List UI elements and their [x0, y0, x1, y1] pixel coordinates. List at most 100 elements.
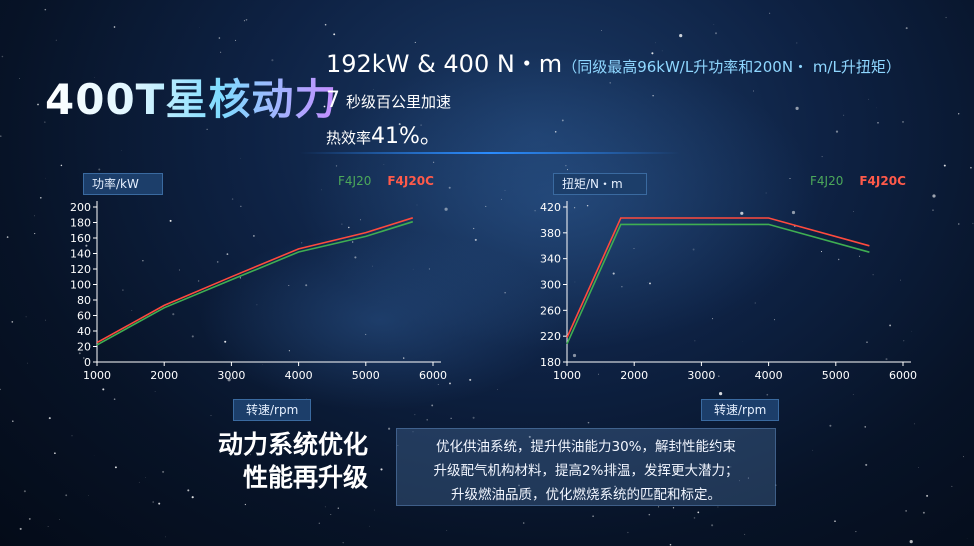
star	[12, 420, 14, 422]
y-tick-label: 140	[70, 248, 91, 261]
star	[900, 279, 901, 281]
star	[903, 340, 905, 342]
star	[889, 324, 892, 327]
star	[444, 207, 448, 211]
star	[25, 316, 27, 318]
star	[963, 456, 964, 458]
star	[905, 27, 908, 30]
star	[693, 517, 696, 519]
star	[330, 514, 332, 515]
star	[359, 219, 361, 221]
y-tick-label: 160	[70, 232, 91, 245]
star	[341, 223, 343, 225]
description-line-2: 升级配气机构材料，提高2%排温，发挥更大潜力；	[433, 463, 739, 479]
star	[55, 39, 57, 41]
star	[504, 189, 506, 191]
star	[868, 98, 870, 100]
star	[318, 522, 320, 524]
star	[864, 426, 866, 428]
star	[437, 384, 439, 385]
star	[609, 82, 611, 84]
star	[859, 255, 861, 257]
star	[321, 189, 323, 191]
star	[71, 435, 73, 437]
star	[586, 204, 589, 207]
star	[567, 169, 568, 171]
star	[197, 280, 200, 282]
star	[145, 477, 146, 478]
star	[324, 23, 327, 26]
star	[561, 119, 564, 122]
star	[28, 517, 31, 520]
series-line-f4j20	[96, 220, 414, 346]
star	[433, 161, 435, 163]
star	[769, 12, 771, 14]
star	[679, 34, 683, 38]
star	[369, 525, 370, 527]
star	[754, 302, 756, 304]
star	[44, 8, 47, 11]
star	[426, 419, 428, 421]
star	[614, 485, 616, 488]
x-tick-label: 3000	[217, 369, 245, 382]
star	[245, 18, 248, 21]
y-tick-label: 180	[540, 356, 561, 369]
star	[113, 398, 116, 401]
star	[152, 501, 155, 503]
star	[398, 123, 401, 126]
star	[227, 378, 231, 382]
star	[472, 416, 475, 419]
star	[855, 531, 857, 533]
star	[572, 439, 574, 441]
star	[243, 20, 245, 22]
page-title: 400T星核动力	[45, 66, 337, 127]
star	[872, 274, 874, 276]
star	[554, 131, 557, 133]
star	[834, 520, 836, 522]
y-tick-label: 20	[77, 341, 91, 354]
star	[122, 289, 124, 291]
star	[909, 540, 913, 544]
star	[649, 282, 651, 285]
series-line-f4j20c	[96, 217, 414, 344]
star	[224, 340, 227, 343]
star	[518, 484, 520, 487]
legend-f4j20: F4J20	[338, 174, 372, 188]
star	[165, 536, 166, 538]
star	[972, 222, 974, 225]
star	[6, 236, 9, 238]
star	[113, 26, 116, 28]
efficiency-value: 41%。	[371, 124, 442, 149]
star	[853, 211, 854, 212]
star	[102, 379, 104, 380]
star	[78, 352, 81, 355]
star	[466, 466, 470, 470]
star	[918, 467, 919, 468]
y-tick-label: 300	[540, 279, 561, 292]
y-tick-label: 80	[77, 294, 91, 307]
star	[19, 78, 20, 79]
y-tick-label: 260	[540, 304, 561, 317]
star	[574, 281, 576, 283]
torque-chart-ylabel: 扭矩/N・m	[553, 173, 647, 195]
star	[162, 470, 165, 473]
star	[902, 121, 904, 123]
star	[0, 388, 1, 391]
star	[672, 507, 675, 509]
star	[612, 272, 615, 275]
star	[19, 527, 22, 530]
star	[592, 515, 594, 518]
x-tick-label: 4000	[285, 369, 313, 382]
x-tick-label: 6000	[419, 369, 447, 382]
power-chart-ylabel: 功率/kW	[83, 173, 163, 195]
star	[587, 421, 590, 424]
star	[500, 198, 502, 200]
torque-chart: 180 220 260 300 340 380 420 1000 2000 3000 4000 500…	[540, 201, 917, 382]
star	[337, 507, 339, 509]
star	[621, 286, 623, 288]
power-torque-note: （同级最高96kW/L升功率和200N・ m/L升扭矩）	[562, 58, 901, 76]
star	[57, 86, 60, 88]
star	[199, 27, 200, 28]
star	[288, 284, 290, 287]
star	[852, 394, 854, 395]
